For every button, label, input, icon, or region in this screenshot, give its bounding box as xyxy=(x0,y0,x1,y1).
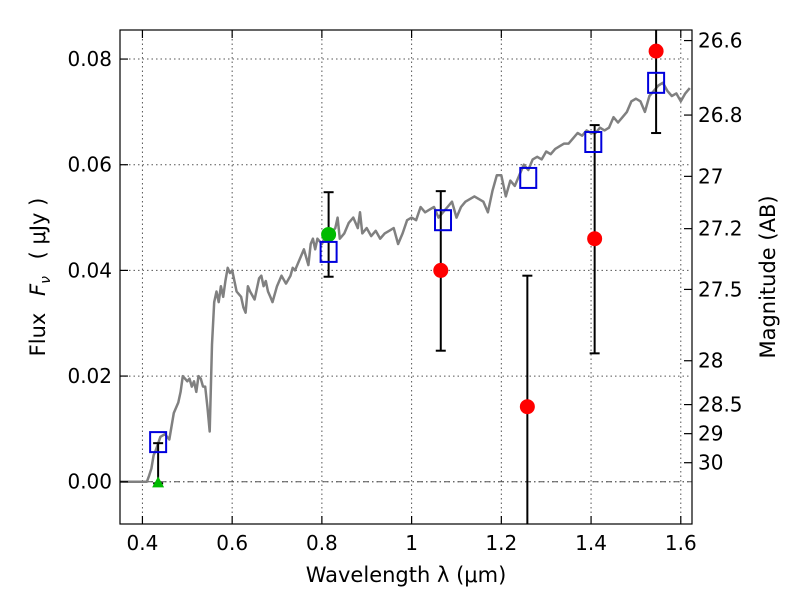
grid-lines xyxy=(120,30,692,524)
upper-limit-triangle xyxy=(152,476,165,488)
y-tick-label: 0.00 xyxy=(67,470,112,494)
magnitude-tick-label: 26.6 xyxy=(698,29,743,53)
photometry-point xyxy=(648,43,664,59)
y-tick-label: 0.02 xyxy=(67,364,112,388)
tick-labels: 0.4 0.6 0.8 1 1.2 1.4 1.6 0.00 0.02 0.04 0.06 0.08 2… xyxy=(67,29,742,555)
magnitude-tick-label: 30 xyxy=(698,451,723,475)
y-tick-label: 0.04 xyxy=(67,258,112,282)
x-tick-label: 0.8 xyxy=(306,531,338,555)
y-tick-label: 0.08 xyxy=(67,47,112,71)
y-axis-label: Flux Fν ( μJy ) xyxy=(26,198,55,357)
markers-group xyxy=(149,43,666,488)
photometry-point xyxy=(519,399,535,415)
y-axis-label-var: F xyxy=(26,283,50,296)
magnitude-tick-label: 27 xyxy=(698,164,723,188)
photometry-point xyxy=(433,262,449,278)
magnitude-tick-label: 29 xyxy=(698,422,723,446)
magnitude-tick-label: 26.8 xyxy=(698,103,743,127)
model-flux-square xyxy=(647,71,666,94)
axis-ticks xyxy=(120,30,692,524)
model-flux-square xyxy=(519,166,538,189)
y-axis-label-unit: ( μJy ) xyxy=(26,198,50,260)
y-axis-label-prefix: Flux xyxy=(26,313,50,357)
template-spectrum-line xyxy=(120,81,691,483)
magnitude-tick-label: 27.5 xyxy=(698,277,743,301)
magnitude-tick-label: 28 xyxy=(698,349,723,373)
magnitude-tick-label: 28.5 xyxy=(698,393,743,417)
photometry-point xyxy=(321,226,337,242)
magnitude-axis-label: Magnitude (AB) xyxy=(756,195,780,358)
error-bars-group xyxy=(153,30,662,524)
photometry-point xyxy=(587,231,603,247)
model-flux-square xyxy=(434,209,453,232)
template-spectrum-group xyxy=(120,81,691,483)
x-axis-label: Wavelength λ (μm) xyxy=(306,563,507,587)
x-tick-label: 0.6 xyxy=(216,531,248,555)
y-axis-label-sub: ν xyxy=(38,276,54,284)
x-tick-label: 1.2 xyxy=(485,531,517,555)
plot-frame xyxy=(119,29,693,525)
y-tick-label: 0.06 xyxy=(67,153,112,177)
model-flux-square xyxy=(149,431,168,454)
model-flux-square xyxy=(319,240,338,263)
x-tick-label: 1 xyxy=(405,531,418,555)
x-tick-label: 1.4 xyxy=(575,531,607,555)
magnitude-tick-label: 27.2 xyxy=(698,217,743,241)
model-flux-square xyxy=(584,131,603,154)
x-tick-label: 0.4 xyxy=(127,531,159,555)
x-tick-label: 1.6 xyxy=(665,531,697,555)
